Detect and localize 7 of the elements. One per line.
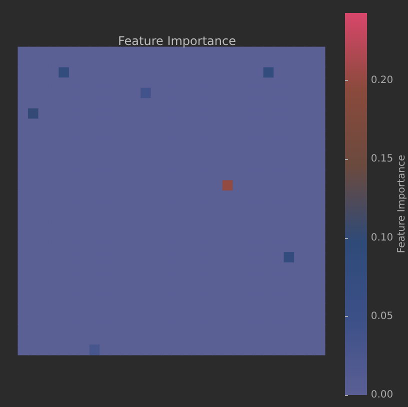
color-bar-label: 0.05 (370, 310, 394, 322)
chart-title: Feature Importance (118, 34, 236, 48)
color-bar-label: 0.00 (370, 390, 394, 400)
color-bar-label: 0.20 (370, 75, 394, 86)
color-bar-label: 0.15 (370, 154, 394, 165)
color-bar-label: 0.10 (370, 232, 394, 244)
color-bar-title: Feature Importance (396, 154, 408, 254)
